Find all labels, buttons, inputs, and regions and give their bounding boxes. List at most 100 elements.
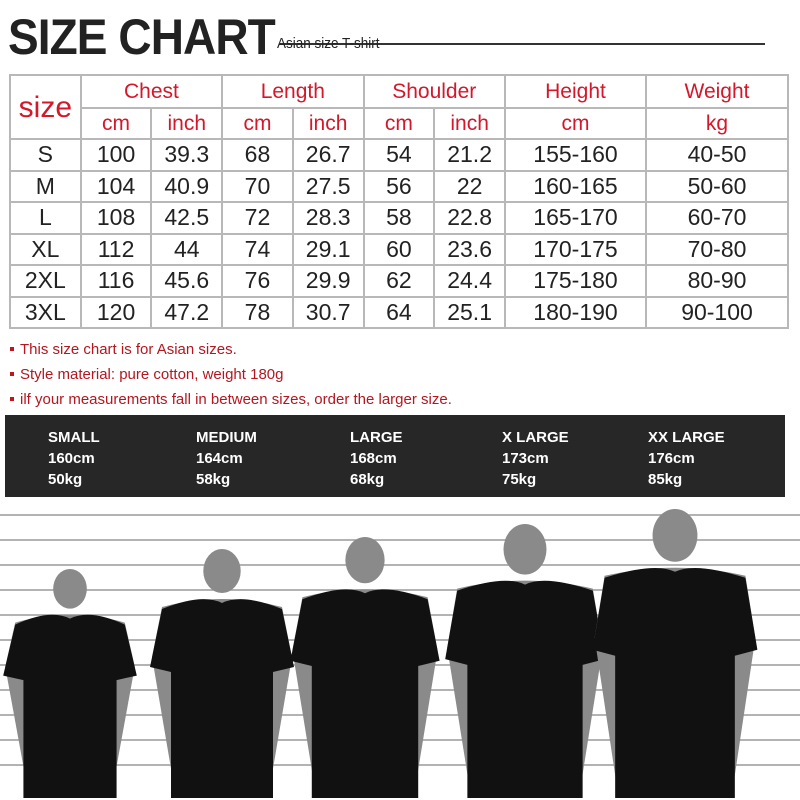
value-cell: 74 — [221, 232, 294, 266]
model-height: 160cm — [48, 450, 95, 467]
weight-header: Weight — [645, 74, 789, 109]
value-cell: 29.1 — [291, 232, 365, 266]
value-cell: 22.8 — [433, 201, 506, 235]
value-cell: 120 — [79, 295, 153, 329]
table-row: L 108 42.5 72 28.3 58 22.8 165-170 60-70 — [9, 201, 789, 235]
value-cell: 42.5 — [150, 201, 224, 235]
value-cell: 104 — [79, 169, 153, 203]
table-row: 3XL 120 47.2 78 30.7 64 25.1 180-190 90-100 — [9, 295, 789, 329]
value-cell: 44 — [150, 232, 224, 266]
value-cell: 56 — [362, 169, 436, 203]
chest-header: Chest — [79, 74, 224, 109]
length-header: Length — [221, 74, 365, 109]
value-cell: 58 — [362, 201, 436, 235]
model-size: LARGE — [350, 429, 403, 446]
model-silhouettes — [0, 509, 800, 798]
value-cell: 54 — [362, 138, 436, 172]
unit-header: inch — [433, 107, 506, 140]
bullet-icon — [10, 347, 14, 351]
head-icon — [203, 549, 241, 593]
tshirt-icon — [290, 589, 440, 798]
unit-header: inch — [291, 107, 365, 140]
head-icon — [53, 569, 87, 609]
value-cell: 68 — [221, 138, 294, 172]
value-cell: 78 — [221, 295, 294, 329]
note-item: This size chart is for Asian sizes. — [8, 340, 452, 365]
unit-header: kg — [645, 107, 789, 140]
size-cell: L — [9, 201, 82, 235]
tshirt-icon — [445, 580, 605, 798]
table-row: S 100 39.3 68 26.7 54 21.2 155-160 40-50 — [9, 138, 789, 172]
size-cell: M — [9, 169, 82, 203]
value-cell: 90-100 — [645, 295, 789, 329]
value-cell: 47.2 — [150, 295, 224, 329]
model-size: X LARGE — [502, 429, 569, 446]
tshirt-icon — [150, 599, 294, 798]
value-cell: 116 — [79, 264, 153, 298]
height-header: Height — [504, 74, 647, 109]
model-height: 176cm — [648, 450, 695, 467]
value-cell: 23.6 — [433, 232, 506, 266]
model-weight: 75kg — [502, 471, 537, 488]
note-text: This size chart is for Asian sizes. — [20, 341, 237, 358]
unit-header: cm — [362, 107, 436, 140]
model-size: XX LARGE — [648, 429, 725, 446]
model-small: SMALL 160cm 50kg — [48, 427, 100, 490]
value-cell: 22 — [433, 169, 506, 203]
tshirt-icon — [3, 614, 137, 798]
size-table: size Chest Length Shoulder Height Weight… — [9, 74, 789, 329]
shoulder-header: Shoulder — [362, 74, 507, 109]
model-size: SMALL — [48, 429, 100, 446]
value-cell: 175-180 — [504, 264, 647, 298]
title-divider — [280, 43, 765, 45]
value-cell: 64 — [362, 295, 436, 329]
value-cell: 170-175 — [504, 232, 647, 266]
value-cell: 30.7 — [291, 295, 365, 329]
tshirt-icon — [592, 567, 758, 798]
subtitle: Asian size T-shirt — [277, 35, 380, 52]
head-icon — [345, 537, 385, 584]
head-icon — [652, 509, 698, 562]
unit-header: cm — [221, 107, 294, 140]
unit-header: cm — [504, 107, 647, 140]
value-cell: 76 — [221, 264, 294, 298]
size-cell: 3XL — [9, 295, 82, 329]
value-cell: 80-90 — [645, 264, 789, 298]
model-height: 168cm — [350, 450, 397, 467]
model-height: 164cm — [196, 450, 243, 467]
page-title: SIZE CHART — [8, 9, 276, 65]
note-item: Style material: pure cotton, weight 180g — [8, 365, 452, 390]
bullet-icon — [10, 372, 14, 376]
model-xx-large: XX LARGE 176cm 85kg — [648, 427, 725, 490]
value-cell: 21.2 — [433, 138, 506, 172]
head-icon — [503, 524, 547, 575]
value-cell: 25.1 — [433, 295, 506, 329]
table-row: XL 112 44 74 29.1 60 23.6 170-175 70-80 — [9, 232, 789, 266]
value-cell: 50-60 — [645, 169, 789, 203]
model-weight: 68kg — [350, 471, 385, 488]
bullet-icon — [10, 397, 14, 401]
value-cell: 112 — [79, 232, 153, 266]
value-cell: 28.3 — [291, 201, 365, 235]
value-cell: 160-165 — [504, 169, 647, 203]
model-weight: 50kg — [48, 471, 83, 488]
model-weight: 85kg — [648, 471, 683, 488]
value-cell: 72 — [221, 201, 294, 235]
model-height: 173cm — [502, 450, 549, 467]
model-size: MEDIUM — [196, 429, 257, 446]
value-cell: 62 — [362, 264, 436, 298]
value-cell: 100 — [79, 138, 153, 172]
model-size-band: SMALL 160cm 50kg MEDIUM 164cm 58kg LARGE 168c… — [5, 415, 785, 497]
unit-header: inch — [150, 107, 224, 140]
size-cell: S — [9, 138, 82, 172]
value-cell: 70 — [221, 169, 294, 203]
value-cell: 40.9 — [150, 169, 224, 203]
value-cell: 108 — [79, 201, 153, 235]
value-cell: 29.9 — [291, 264, 365, 298]
model-x-large: X LARGE 173cm 75kg — [502, 427, 569, 490]
table-row: M 104 40.9 70 27.5 56 22 160-165 50-60 — [9, 169, 789, 203]
note-text: ilf your measurements fall in between si… — [20, 391, 452, 408]
value-cell: 155-160 — [504, 138, 647, 172]
model-medium: MEDIUM 164cm 58kg — [196, 427, 257, 490]
model-large: LARGE 168cm 68kg — [350, 427, 403, 490]
